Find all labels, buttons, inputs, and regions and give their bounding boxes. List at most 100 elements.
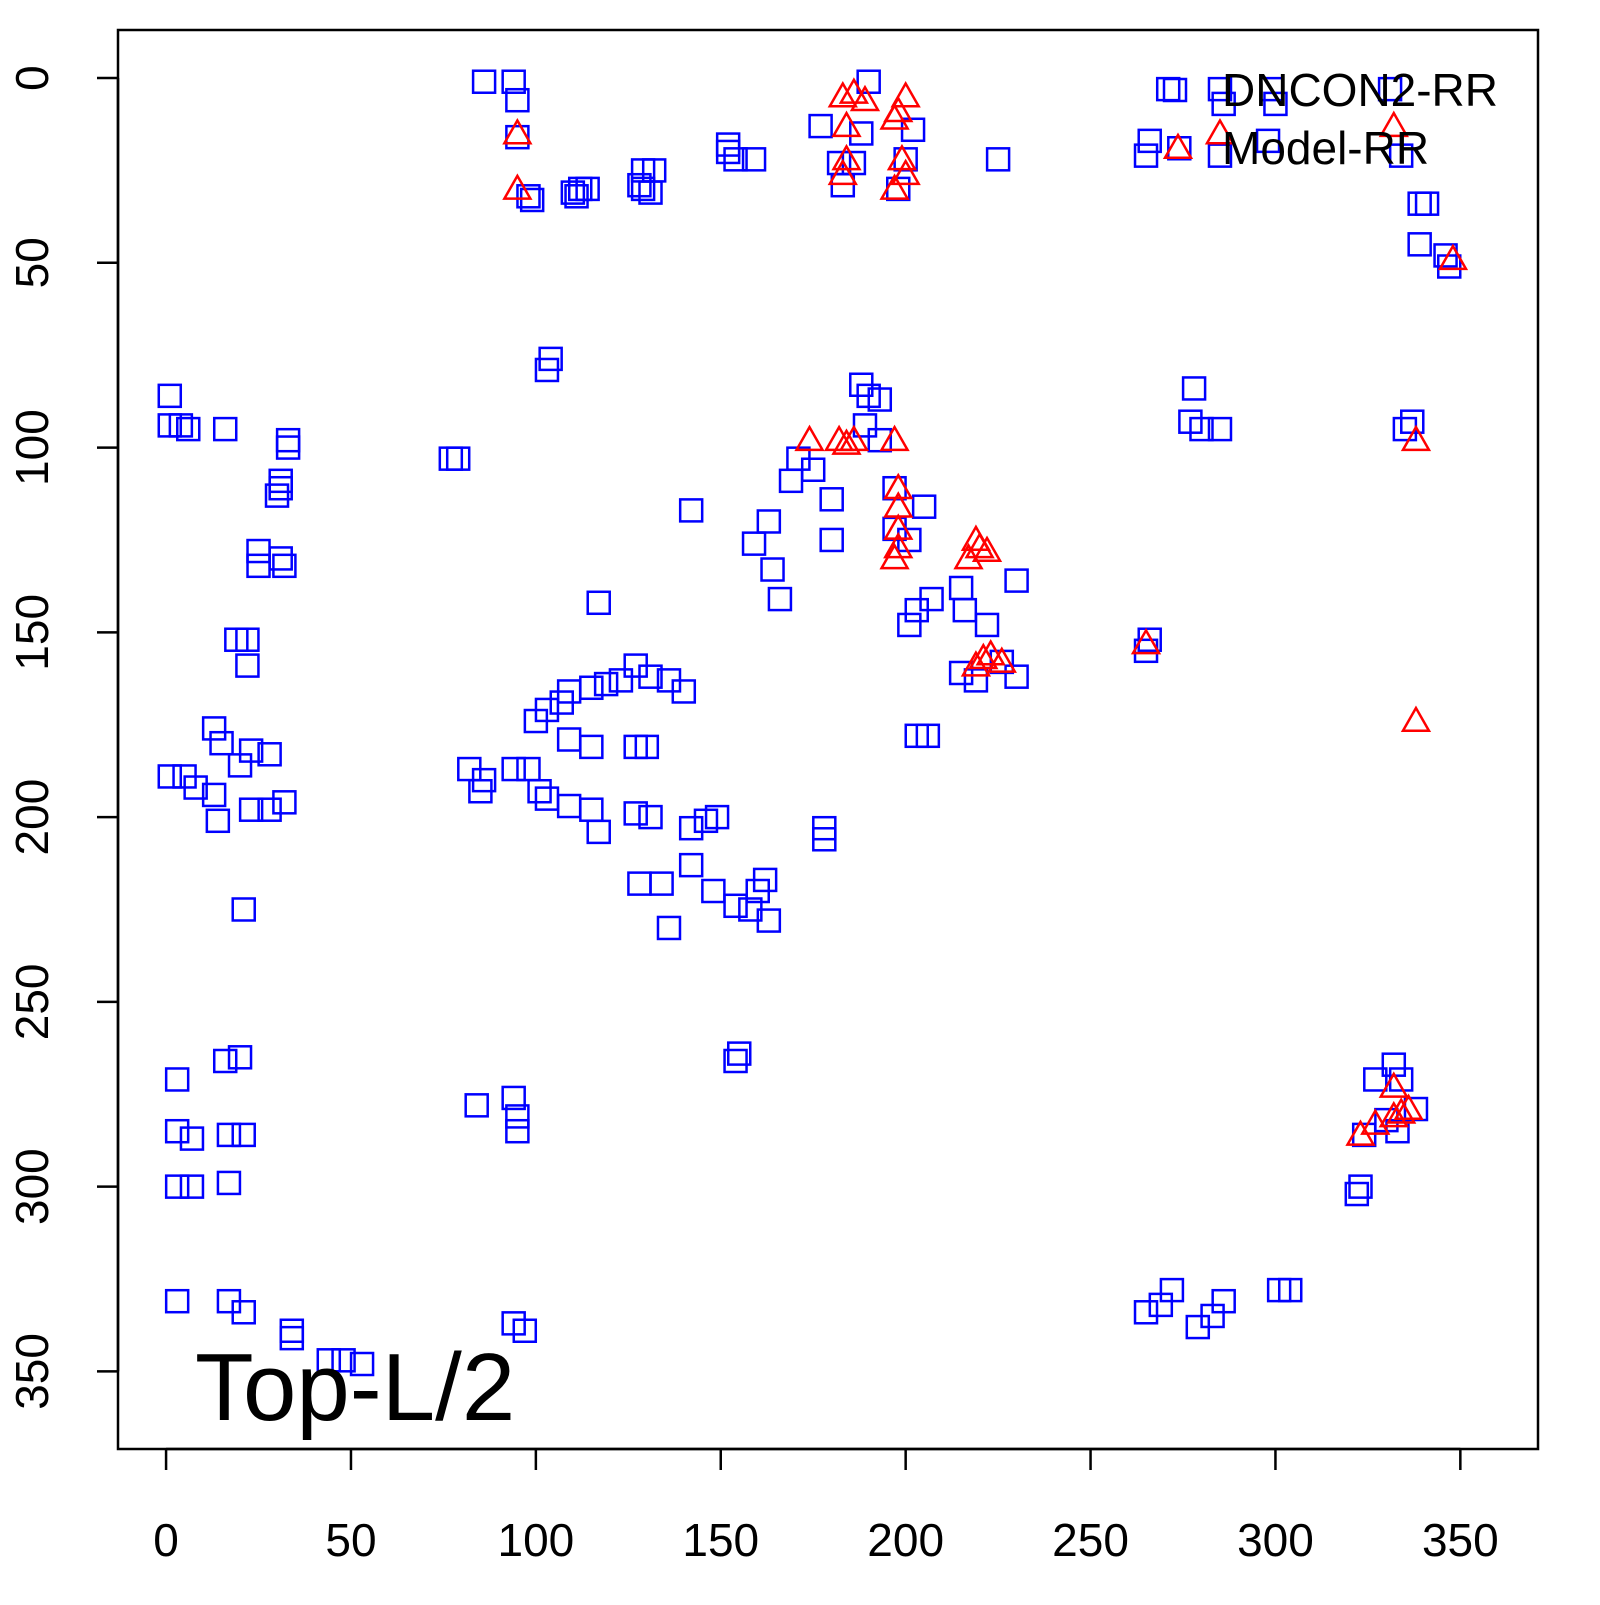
data-point-square <box>948 575 974 601</box>
data-point-square <box>331 1348 356 1373</box>
data-point-square <box>638 804 663 830</box>
data-point-triangle <box>890 80 921 108</box>
data-point-square <box>1377 76 1403 102</box>
data-point-square <box>179 1174 205 1199</box>
data-point-triangle <box>1437 243 1469 271</box>
data-point-square <box>1344 1181 1370 1207</box>
data-point-square <box>830 172 856 198</box>
data-point-square <box>593 671 619 697</box>
data-point-square <box>464 1093 489 1118</box>
data-point-square <box>741 147 767 172</box>
data-point-square <box>556 727 582 752</box>
data-point-square <box>919 586 944 612</box>
data-point-square <box>1259 76 1284 102</box>
data-point-triangle <box>838 424 870 452</box>
data-point-square <box>216 1122 242 1148</box>
data-point-square <box>656 915 682 941</box>
data-point-square <box>819 487 844 512</box>
data-point-square <box>952 597 978 623</box>
data-point-triangle <box>890 158 921 186</box>
data-point-square <box>911 494 937 519</box>
data-point-square <box>205 808 231 834</box>
data-point-square <box>586 819 611 845</box>
data-point-square <box>1392 416 1418 442</box>
data-point-square <box>231 897 256 922</box>
data-point-square <box>238 797 264 822</box>
data-point-square <box>849 121 874 146</box>
data-point-square <box>183 775 208 800</box>
data-point-square <box>867 387 893 412</box>
x-tick-label: 200 <box>867 1514 944 1566</box>
data-point-square <box>231 1122 256 1148</box>
data-point-triangle <box>1378 1071 1409 1098</box>
data-point-square <box>231 1300 256 1325</box>
data-point-triangle <box>1378 1100 1409 1128</box>
data-point-square <box>505 1104 530 1129</box>
data-point-square <box>1211 1288 1236 1314</box>
data-point-square <box>1133 143 1159 168</box>
legend-square-icon <box>1162 77 1188 103</box>
data-point-square <box>501 1085 526 1111</box>
x-tick-label: 100 <box>497 1514 574 1566</box>
data-point-triangle <box>1378 110 1409 138</box>
data-point-square <box>534 786 560 811</box>
data-point-square <box>519 187 545 213</box>
data-point-square <box>678 498 704 523</box>
data-point-triangle <box>968 642 999 670</box>
data-point-square <box>1407 191 1432 216</box>
data-point-square <box>756 908 782 933</box>
data-point-square <box>209 730 234 756</box>
data-point-square <box>1207 416 1233 442</box>
data-point-square <box>164 1118 190 1144</box>
data-point-triangle <box>849 84 881 112</box>
data-point-square <box>227 753 253 778</box>
data-point-square <box>527 778 552 804</box>
data-point-square <box>649 871 674 896</box>
data-point-square <box>741 531 767 556</box>
y-tick-label: 100 <box>6 409 58 486</box>
data-point-triangle <box>827 158 858 186</box>
data-point-square <box>246 553 271 579</box>
data-point-square <box>630 176 656 202</box>
data-point-square <box>634 734 660 760</box>
y-axis: 0 50 100 150 200 250 300 350 <box>6 65 120 1410</box>
data-point-square <box>534 697 560 723</box>
data-point-triangle <box>986 646 1017 673</box>
data-point-triangle <box>838 77 870 104</box>
y-tick-label: 350 <box>6 1333 58 1410</box>
data-point-square <box>1137 627 1162 652</box>
data-point-square <box>176 416 201 442</box>
data-point-square <box>268 468 293 494</box>
data-point-triangle <box>502 117 533 145</box>
data-point-square <box>808 113 833 139</box>
data-point-square <box>164 1067 190 1092</box>
data-point-triangle <box>1400 705 1432 733</box>
data-point-square <box>157 764 183 789</box>
data-point-square <box>579 797 604 822</box>
data-point-square <box>579 734 604 760</box>
data-point-triangle <box>883 95 914 123</box>
data-point-square <box>257 742 282 767</box>
data-point-square <box>1407 232 1432 257</box>
data-point-triangle <box>879 173 910 200</box>
data-point-square <box>727 1041 752 1066</box>
data-point-triangle <box>831 428 862 455</box>
marks-layer <box>157 69 1469 1377</box>
x-tick-label: 0 <box>153 1514 179 1566</box>
data-point-triangle <box>823 424 855 452</box>
data-point-square <box>179 1126 205 1151</box>
data-point-square <box>800 457 826 482</box>
data-point-square <box>841 150 867 176</box>
data-point-triangle <box>971 535 1003 563</box>
data-point-square <box>1433 243 1458 268</box>
data-point-square <box>812 827 837 852</box>
data-point-square <box>257 797 282 822</box>
data-point-square <box>468 778 493 804</box>
plot-frame <box>116 28 1540 1451</box>
data-point-triangle <box>883 531 914 559</box>
data-point-square <box>715 139 741 165</box>
data-point-triangle <box>827 80 858 108</box>
data-point-square <box>349 1351 375 1377</box>
data-point-square <box>264 483 290 508</box>
data-point-square <box>227 1045 253 1070</box>
